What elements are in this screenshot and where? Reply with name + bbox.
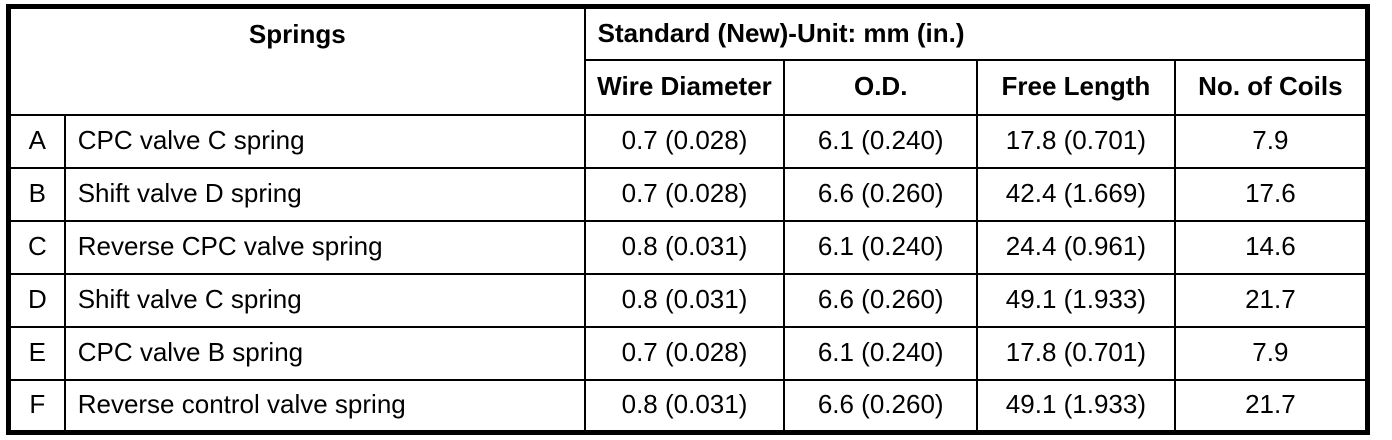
row-id-cell: F — [7, 378, 66, 434]
wire-diameter-cell: 0.8 (0.031) — [583, 378, 786, 434]
row-id-cell: D — [7, 272, 66, 328]
spring-name-cell: Shift valve C spring — [63, 272, 586, 328]
free-length-cell: 24.4 (0.961) — [976, 219, 1176, 275]
row-id-cell: C — [7, 219, 66, 275]
wire-diameter-cell: 0.7 (0.028) — [583, 113, 786, 169]
table-row-b: B Shift valve D spring 0.7 (0.028) 6.6 (… — [7, 166, 1369, 222]
free-length-cell: 17.8 (0.701) — [976, 113, 1176, 169]
wire-diameter-cell: 0.7 (0.028) — [583, 325, 786, 381]
col-header-no-of-coils: No. of Coils — [1173, 58, 1369, 116]
col-header-wire-diameter: Wire Diameter — [583, 58, 786, 116]
table-row-f: F Reverse control valve spring 0.8 (0.03… — [7, 378, 1369, 434]
wire-diameter-cell: 0.8 (0.031) — [583, 272, 786, 328]
wire-diameter-cell: 0.7 (0.028) — [583, 166, 786, 222]
table-row-a: A CPC valve C spring 0.7 (0.028) 6.1 (0.… — [7, 113, 1369, 169]
no-of-coils-cell: 17.6 — [1173, 166, 1369, 222]
header-row-2: Wire Diameter O.D. Free Length No. of Co… — [9, 58, 1369, 116]
table-row-e: E CPC valve B spring 0.7 (0.028) 6.1 (0.… — [7, 325, 1369, 381]
od-cell: 6.1 (0.240) — [783, 219, 979, 275]
table-row-d: D Shift valve C spring 0.8 (0.031) 6.6 (… — [7, 272, 1369, 328]
row-id-cell: A — [7, 113, 66, 169]
springs-spec-table: Springs Standard (New)-Unit: mm (in.) Wi… — [6, 4, 1370, 435]
table-row-c: C Reverse CPC valve spring 0.8 (0.031) 6… — [7, 219, 1369, 275]
header-row-1: Springs Standard (New)-Unit: mm (in.) — [7, 5, 1369, 116]
springs-header-label: Springs — [248, 18, 346, 49]
od-cell: 6.1 (0.240) — [783, 325, 979, 381]
spring-name-cell: Reverse CPC valve spring — [63, 219, 586, 275]
no-of-coils-cell: 7.9 — [1173, 113, 1369, 169]
col-header-free-length: Free Length — [976, 58, 1176, 116]
free-length-cell: 42.4 (1.669) — [976, 166, 1176, 222]
row-id-cell: E — [7, 325, 66, 381]
free-length-cell: 17.8 (0.701) — [976, 325, 1176, 381]
wire-diameter-cell: 0.8 (0.031) — [583, 219, 786, 275]
spring-name-cell: CPC valve C spring — [63, 113, 586, 169]
spring-name-cell: Reverse control valve spring — [63, 378, 586, 434]
no-of-coils-cell: 7.9 — [1173, 325, 1369, 381]
no-of-coils-cell: 21.7 — [1173, 272, 1369, 328]
spring-name-cell: Shift valve D spring — [63, 166, 586, 222]
no-of-coils-cell: 14.6 — [1173, 219, 1369, 275]
free-length-cell: 49.1 (1.933) — [976, 272, 1176, 328]
od-cell: 6.6 (0.260) — [783, 272, 979, 328]
standard-unit-header-cell: Standard (New)-Unit: mm (in.) — [583, 5, 1369, 61]
od-cell: 6.6 (0.260) — [783, 166, 979, 222]
no-of-coils-cell: 21.7 — [1173, 378, 1369, 434]
od-cell: 6.1 (0.240) — [783, 113, 979, 169]
free-length-cell: 49.1 (1.933) — [976, 378, 1176, 434]
od-cell: 6.6 (0.260) — [783, 378, 979, 434]
row-id-cell: B — [7, 166, 66, 222]
springs-header-cell: Springs — [7, 5, 586, 116]
spring-name-cell: CPC valve B spring — [63, 325, 586, 381]
col-header-od: O.D. — [783, 58, 979, 116]
